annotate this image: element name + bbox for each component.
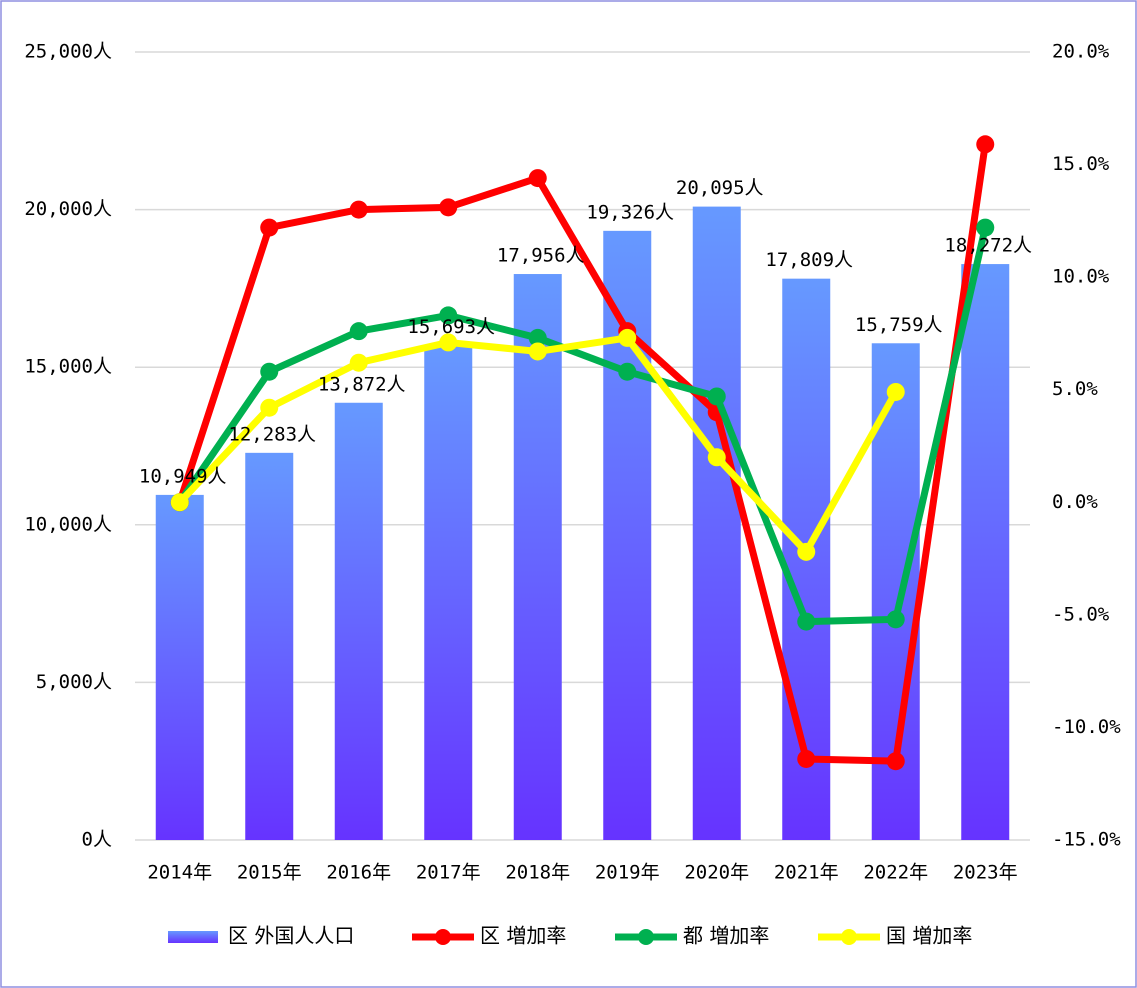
legend-swatch [168,931,218,943]
bar [334,402,383,840]
point [976,135,995,154]
point [260,398,279,417]
data-label: 20,095人 [676,177,764,199]
data-label: 17,809人 [765,249,853,271]
y2-tick-label: -5.0% [1052,603,1110,625]
legend-label: 国 増加率 [886,924,972,948]
bar [424,345,473,840]
legend-label: 都 増加率 [683,924,769,948]
x-tick-label: 2021年 [774,862,839,884]
y2-tick-label: -15.0% [1052,829,1121,851]
x-tick-label: 2016年 [326,862,391,884]
y-tick-label: 15,000人 [24,356,112,378]
point [170,493,189,512]
y-tick-label: 20,000人 [24,198,112,220]
point [260,218,279,237]
y2-tick-label: -10.0% [1052,716,1121,738]
bar [245,452,294,840]
point [349,353,368,372]
data-label: 18,272人 [944,235,1032,257]
point [797,612,816,631]
y2-tick-label: 20.0% [1052,41,1110,63]
x-tick-label: 2023年 [953,862,1018,884]
data-label: 10,949人 [139,465,227,487]
line [176,143,989,765]
x-tick-label: 2020年 [684,862,749,884]
point [439,333,458,352]
line [176,226,989,626]
legend-swatch [841,929,857,945]
data-label: 17,956人 [497,245,585,267]
x-tick-label: 2015年 [237,862,302,884]
y-tick-label: 25,000人 [24,41,112,63]
point [976,218,995,237]
data-label: 13,872人 [318,373,406,395]
x-tick-label: 2017年 [416,862,481,884]
legend-label: 区 外国人人口 [228,924,354,948]
x-tick-label: 2014年 [147,862,212,884]
y2-tick-label: 15.0% [1052,153,1110,175]
y2-tick-label: 5.0% [1052,378,1098,400]
point [349,322,368,341]
point [707,387,726,406]
point [528,328,547,347]
point [797,749,816,768]
legend-label: 区 増加率 [480,924,566,948]
point [886,382,905,401]
point [528,342,547,361]
bar [513,274,562,841]
point [618,328,637,347]
point [528,169,547,188]
point [260,362,279,381]
point [886,752,905,771]
point [618,362,637,381]
y2-tick-label: 0.0% [1052,491,1098,513]
point [349,200,368,219]
y-tick-label: 0人 [82,829,112,851]
bar [155,494,204,840]
y-tick-label: 5,000人 [36,671,112,693]
x-tick-label: 2022年 [863,862,928,884]
legend-swatch [638,929,654,945]
data-label: 19,326人 [586,201,674,223]
bar [692,206,741,841]
point [886,610,905,629]
data-label: 15,693人 [407,316,495,338]
data-label: 15,759人 [855,314,943,336]
y-tick-label: 10,000人 [24,513,112,535]
point [439,198,458,217]
y2-tick-label: 10.0% [1052,266,1110,288]
x-tick-label: 2018年 [505,862,570,884]
point [707,448,726,467]
point [797,542,816,561]
data-label: 12,283人 [228,423,316,445]
x-tick-label: 2019年 [595,862,660,884]
legend-swatch [435,929,451,945]
point [439,306,458,325]
bar [961,264,1010,841]
